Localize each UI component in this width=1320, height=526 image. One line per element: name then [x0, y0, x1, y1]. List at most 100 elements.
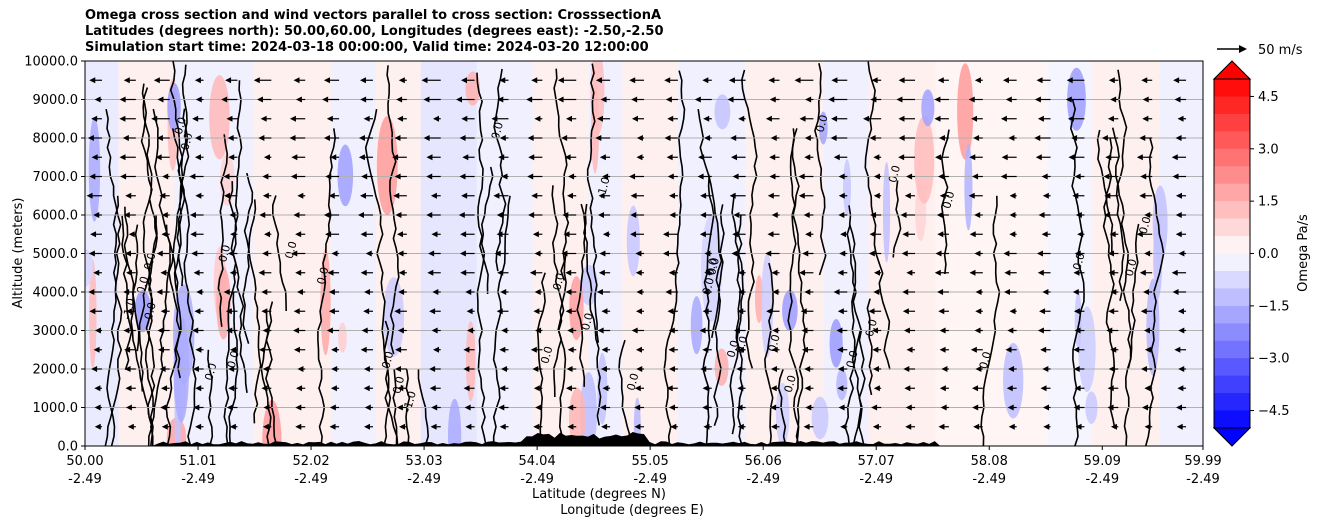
contour-label: 0.0 [1070, 251, 1087, 271]
wind-arrow-icon [833, 154, 840, 161]
wind-arrow-icon [769, 173, 776, 180]
wind-arrow-icon [228, 154, 235, 161]
wind-arrow-icon [1068, 154, 1075, 161]
wind-arrow-icon [394, 366, 401, 372]
wind-arrow-icon [296, 289, 303, 295]
x-tick-label-lat: 52.02 [292, 454, 329, 469]
wind-arrow-icon [1075, 423, 1082, 430]
wind-arrow-icon [1140, 173, 1147, 180]
wind-arrow-icon [596, 115, 603, 122]
y-tick-label: 0.0 [57, 440, 78, 455]
wind-arrow-icon [595, 135, 602, 141]
wind-arrow-icon [636, 289, 643, 295]
wind-arrow-icon [1176, 404, 1183, 411]
wind-arrow-icon [833, 289, 840, 295]
wind-arrow-icon [765, 250, 772, 257]
wind-arrow-icon [975, 366, 982, 372]
wind-arrow-icon [535, 327, 542, 334]
title-line-2: Latitudes (degrees north): 50.00,60.00, … [85, 24, 664, 39]
contour-line [586, 63, 600, 343]
wind-arrow-icon [428, 250, 435, 257]
wind-arrow-icon [831, 115, 838, 122]
x-tick-label-lon: -2.49 [746, 472, 780, 487]
wind-arrow-icon [700, 212, 707, 218]
wind-arrow-icon [601, 308, 608, 315]
wind-arrow-icon [1008, 423, 1015, 430]
contour-label: -1.0 [120, 297, 138, 321]
wind-arrow-icon [557, 77, 564, 84]
wind-arrow-icon [836, 327, 843, 334]
wind-arrow-icon [974, 250, 981, 257]
wind-arrow-icon [969, 231, 976, 238]
wind-arrow-icon [1108, 366, 1115, 372]
contour-line [223, 80, 243, 446]
wind-arrow-icon [662, 231, 669, 238]
contour-line [536, 272, 546, 446]
wind-arrow-icon [1043, 404, 1050, 411]
wind-arrow-icon [873, 154, 880, 161]
contour-line [149, 108, 171, 446]
wind-arrow-icon [938, 308, 945, 315]
wind-arrow-icon [769, 96, 776, 103]
wind-arrow-icon [228, 385, 235, 392]
wind-arrow-icon [261, 385, 268, 392]
wind-arrow-icon [904, 385, 911, 392]
wind-arrow-icon [394, 308, 401, 315]
wind-arrow-icon [1034, 96, 1041, 103]
wind-arrow-icon [667, 308, 674, 315]
wind-arrow-icon [601, 346, 608, 353]
wind-arrow-icon [898, 135, 905, 141]
wind-arrow-icon [1175, 135, 1182, 141]
wind-arrow-icon [1007, 327, 1014, 334]
wind-arrow-icon [801, 327, 808, 334]
wind-arrow-icon [529, 269, 536, 276]
wind-arrow-icon [497, 269, 504, 276]
wind-arrow-icon [327, 269, 334, 276]
wind-arrow-icon [192, 115, 199, 122]
wind-arrow-icon [1174, 346, 1181, 353]
wind-arrow-icon [738, 289, 745, 295]
wind-arrow-icon [873, 173, 880, 180]
contour-line [165, 224, 182, 446]
wind-arrow-icon [804, 366, 811, 372]
wind-arrow-icon [565, 385, 572, 392]
wind-arrow-icon [898, 77, 905, 84]
wind-arrow-icon [194, 135, 201, 141]
wind-arrow-icon [727, 96, 734, 103]
wind-arrow-icon [831, 77, 838, 84]
wind-arrow-icon [668, 366, 675, 372]
wind-arrow-icon [704, 250, 711, 257]
wind-arrow-icon [1108, 308, 1115, 315]
wind-arrow-icon [1142, 115, 1149, 122]
wind-arrow-icon [429, 366, 436, 372]
wind-arrow-icon [91, 366, 98, 372]
wind-arrow-icon [629, 77, 636, 84]
wind-arrow-icon [261, 289, 268, 295]
wind-arrow-icon [738, 115, 745, 122]
wind-arrow-icon [828, 96, 835, 103]
wind-arrow-icon [358, 212, 365, 218]
wind-arrow-icon [602, 385, 609, 392]
contour-label: -1.0 [595, 176, 613, 200]
wind-arrow-icon [972, 404, 979, 411]
wind-arrow-icon [397, 327, 404, 334]
colorbar-min-extend [1212, 427, 1252, 447]
wind-arrow-icon [1041, 173, 1048, 180]
wind-arrow-icon [772, 289, 779, 295]
wind-arrow-icon [398, 77, 405, 84]
wind-arrow-icon [1109, 231, 1116, 238]
wind-arrow-icon [296, 385, 303, 392]
wind-arrow-icon [1141, 366, 1148, 372]
colorbar-step [1214, 236, 1250, 254]
x-tick-label-lat: 54.04 [519, 454, 556, 469]
wind-arrow-icon [871, 404, 878, 411]
quiver-key-arrow-icon [1239, 45, 1247, 53]
omega-blob [216, 267, 231, 340]
wind-arrow-icon [1073, 346, 1080, 353]
colorbar-tick-label: 3.0 [1258, 142, 1279, 157]
wind-arrow-icon [392, 154, 399, 161]
contour-line [493, 68, 507, 272]
wind-arrow-icon [499, 423, 506, 430]
contour-label: 0.0 [202, 362, 219, 382]
wind-arrow-icon [636, 366, 643, 372]
